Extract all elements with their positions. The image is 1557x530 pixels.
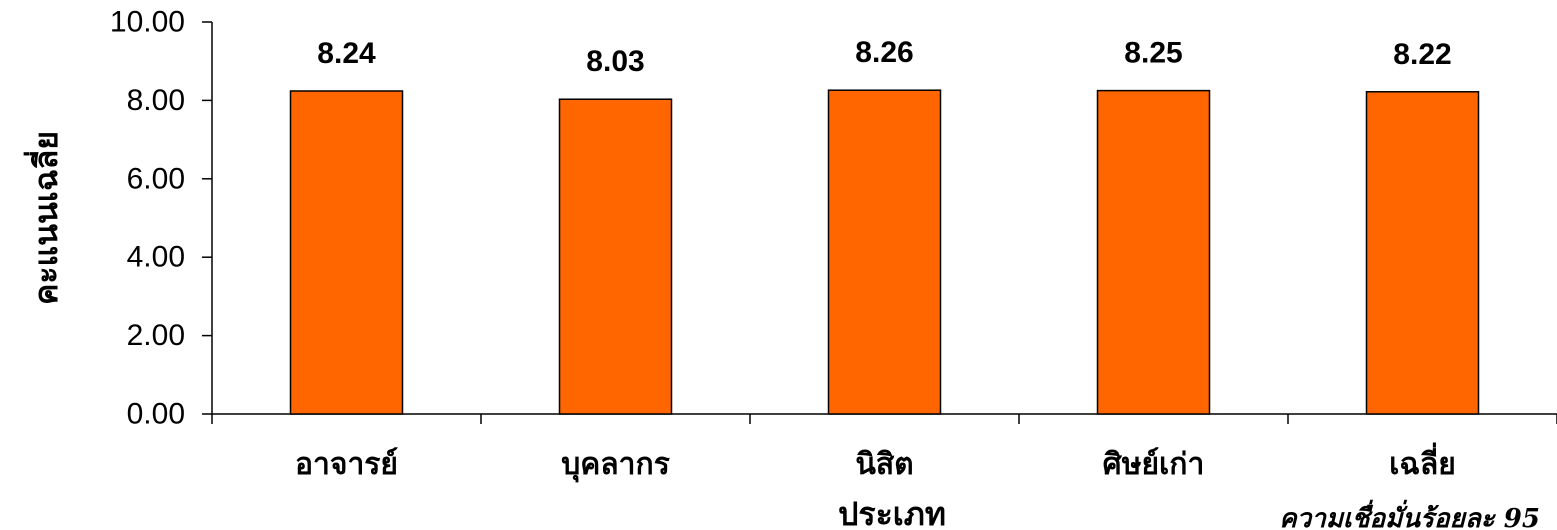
- x-tick-label: ศิษย์เก่า: [1103, 447, 1205, 482]
- y-tick-group: 0.00 2.00 4.00 6.00 8.00 10.00: [110, 6, 212, 431]
- y-tick-label: 10.00: [110, 6, 185, 39]
- x-tick-label: อาจารย์: [295, 447, 398, 482]
- y-tick-label: 8.00: [127, 84, 185, 117]
- bar: [827, 89, 942, 415]
- data-label: 8.25: [1124, 37, 1182, 70]
- x-tick-label: บุคลากร: [561, 447, 670, 483]
- data-label: 8.24: [317, 37, 376, 70]
- data-label: 8.26: [855, 36, 913, 69]
- bar: [558, 98, 673, 415]
- x-axis-title: ประเภท: [838, 495, 946, 530]
- x-tick-group: [211, 414, 1557, 424]
- data-label: 8.22: [1393, 38, 1451, 71]
- data-label-group: 8.24 8.03 8.26 8.25 8.22: [317, 36, 1451, 78]
- bar-group: [289, 89, 1480, 415]
- y-tick-label: 2.00: [127, 319, 185, 352]
- bar: [1365, 91, 1480, 415]
- category-label-group: อาจารย์ บุคลากร นิสิต ศิษย์เก่า เฉลี่ย: [295, 442, 1456, 483]
- y-tick-label: 6.00: [127, 162, 185, 195]
- bar: [289, 90, 404, 415]
- y-axis-title: คะแนนเฉลี่ย: [23, 131, 65, 305]
- y-tick-label: 0.00: [127, 398, 185, 431]
- bar: [1096, 89, 1211, 415]
- confidence-note: ความเชื่อมั่นร้อยละ 95: [1279, 499, 1540, 530]
- y-tick-label: 4.00: [127, 241, 185, 274]
- x-tick-label: เฉลี่ย: [1389, 442, 1456, 482]
- data-label: 8.03: [586, 45, 644, 78]
- x-tick-label: นิสิต: [855, 447, 913, 482]
